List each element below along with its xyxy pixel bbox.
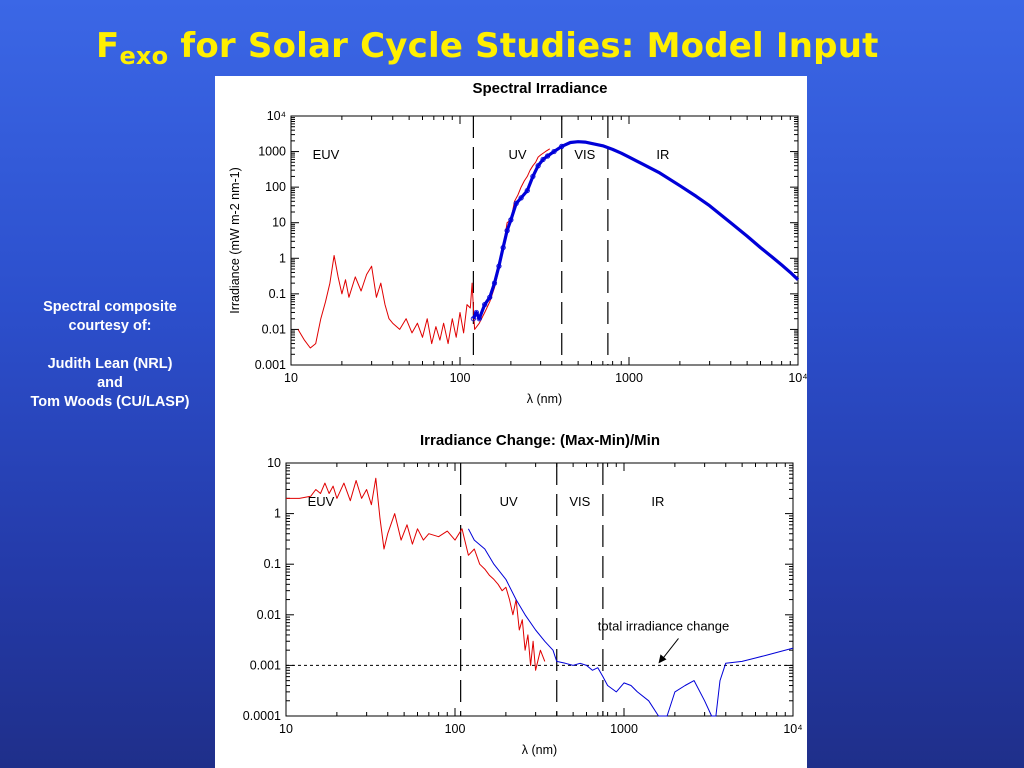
credit-line: Spectral composite bbox=[43, 299, 177, 315]
y-tick-label: 10⁴ bbox=[267, 109, 286, 123]
x-axis-label: λ (nm) bbox=[527, 392, 562, 406]
data-point bbox=[496, 263, 502, 269]
x-tick-label: 100 bbox=[450, 371, 471, 385]
data-point bbox=[540, 156, 546, 163]
data-point bbox=[530, 173, 536, 180]
data-point bbox=[513, 200, 519, 206]
region-label-uv: UV bbox=[500, 494, 518, 509]
x-tick-label: 10 bbox=[284, 371, 298, 385]
data-point bbox=[551, 148, 557, 155]
y-tick-label: 1000 bbox=[258, 145, 286, 159]
data-point bbox=[508, 217, 514, 223]
y-tick-label: 0.1 bbox=[269, 287, 286, 301]
data-point bbox=[500, 244, 506, 251]
data-point bbox=[559, 143, 565, 149]
slide-title-main: F bbox=[96, 26, 120, 66]
credit-line: Tom Woods (CU/LASP) bbox=[30, 394, 190, 410]
chart-title: Irradiance Change: (Max-Min)/Min bbox=[420, 432, 660, 449]
x-axis-label: λ (nm) bbox=[522, 743, 557, 757]
series-line-0 bbox=[297, 148, 551, 349]
y-tick-label: 10 bbox=[272, 216, 286, 230]
data-point bbox=[473, 309, 479, 316]
x-tick-label: 1000 bbox=[610, 722, 638, 736]
x-tick-label: 1000 bbox=[615, 371, 643, 385]
y-tick-label: 0.01 bbox=[257, 608, 281, 622]
spectral-irradiance-chart: Spectral Irradiance 10 100 1000 10⁴ 0.001 0.0… bbox=[228, 80, 807, 406]
region-label-vis: VIS bbox=[569, 494, 590, 509]
data-point bbox=[476, 316, 482, 322]
y-tick-label: 0.001 bbox=[250, 658, 281, 672]
slide-title-rest: for Solar Cycle Studies: Model Input bbox=[168, 26, 879, 66]
region-label-euv: EUV bbox=[308, 494, 335, 509]
y-axis-label: Irradiance (mW m-2 nm-1) bbox=[228, 167, 242, 314]
data-point bbox=[487, 294, 493, 300]
plot-frame bbox=[290, 115, 799, 366]
credit-line: courtesy of: bbox=[68, 318, 152, 334]
chart-title: Spectral Irradiance bbox=[472, 80, 607, 97]
y-tick-label: 0.0001 bbox=[243, 709, 281, 723]
plot-frame bbox=[285, 462, 794, 717]
series-line-0 bbox=[286, 477, 546, 671]
annotation-text: total irradiance change bbox=[598, 618, 730, 633]
region-label-euv: EUV bbox=[313, 147, 340, 162]
slide-title: Fexo for Solar Cycle Studies: Model Inpu… bbox=[96, 26, 879, 70]
region-label-ir: IR bbox=[656, 147, 669, 162]
region-label-ir: IR bbox=[651, 494, 664, 509]
data-point bbox=[491, 280, 498, 286]
y-tick-label: 0.001 bbox=[255, 358, 286, 372]
data-point bbox=[504, 228, 510, 234]
credit-text: Spectral composite courtesy of: Judith L… bbox=[10, 298, 210, 412]
figure-panel: Spectral Irradiance 10 100 1000 10⁴ 0.001 0.0… bbox=[215, 76, 807, 768]
y-tick-label: 0.01 bbox=[262, 322, 286, 336]
credit-line: Judith Lean (NRL) bbox=[47, 356, 173, 372]
data-point bbox=[524, 187, 530, 194]
data-point bbox=[518, 195, 524, 201]
slide-title-subscript: exo bbox=[119, 42, 169, 70]
irradiance-change-chart: Irradiance Change: (Max-Min)/Min 10 100 10… bbox=[243, 432, 803, 757]
y-tick-label: 10 bbox=[267, 456, 281, 470]
credit-line: and bbox=[97, 375, 123, 391]
annotation-arrowhead bbox=[658, 654, 667, 664]
data-point bbox=[535, 163, 541, 169]
x-tick-label: 10⁴ bbox=[783, 722, 802, 736]
y-tick-label: 100 bbox=[265, 180, 286, 194]
region-label-uv: UV bbox=[509, 147, 527, 162]
x-tick-label: 100 bbox=[445, 722, 466, 736]
x-tick-label: 10⁴ bbox=[788, 371, 807, 385]
data-point bbox=[545, 153, 551, 159]
series-line-1 bbox=[471, 140, 800, 321]
data-point bbox=[470, 316, 476, 322]
series-line-1 bbox=[467, 528, 794, 717]
region-label-vis: VIS bbox=[574, 147, 595, 162]
credit-spacer bbox=[10, 336, 210, 355]
y-tick-label: 0.1 bbox=[264, 557, 281, 571]
x-tick-label: 10 bbox=[279, 722, 293, 736]
data-point bbox=[482, 301, 488, 308]
y-tick-label: 1 bbox=[279, 251, 286, 265]
y-tick-label: 1 bbox=[274, 507, 281, 521]
